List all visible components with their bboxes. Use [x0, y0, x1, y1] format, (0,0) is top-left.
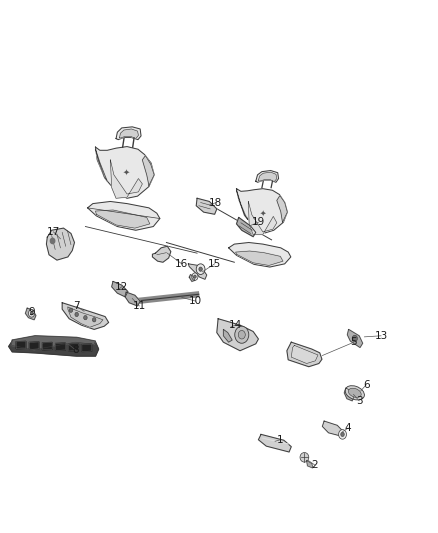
Circle shape [75, 312, 78, 317]
Circle shape [196, 264, 205, 274]
Ellipse shape [345, 386, 364, 400]
Text: 9: 9 [28, 307, 35, 317]
Text: 3: 3 [356, 396, 363, 406]
Circle shape [30, 312, 33, 315]
Text: 6: 6 [363, 380, 370, 390]
Polygon shape [237, 189, 287, 233]
Polygon shape [347, 329, 363, 348]
Text: 10: 10 [189, 296, 202, 306]
Polygon shape [248, 201, 277, 235]
Polygon shape [25, 308, 36, 320]
Polygon shape [88, 201, 160, 230]
Polygon shape [125, 292, 140, 306]
Polygon shape [217, 319, 258, 351]
Text: 2: 2 [311, 460, 318, 470]
Circle shape [238, 330, 245, 339]
Text: 12: 12 [115, 282, 128, 292]
Text: ✦: ✦ [260, 209, 266, 217]
Polygon shape [120, 129, 138, 139]
Text: 8: 8 [72, 345, 79, 355]
Text: 19: 19 [252, 217, 265, 227]
Polygon shape [229, 243, 291, 267]
Polygon shape [62, 303, 109, 329]
Polygon shape [258, 434, 291, 452]
Polygon shape [110, 160, 142, 198]
Text: 15: 15 [208, 259, 221, 269]
Circle shape [69, 308, 73, 312]
Circle shape [192, 273, 198, 280]
Circle shape [92, 318, 96, 322]
Polygon shape [42, 343, 52, 350]
Polygon shape [287, 342, 322, 367]
Polygon shape [112, 281, 128, 297]
Polygon shape [322, 421, 343, 436]
Circle shape [339, 430, 346, 439]
Circle shape [199, 267, 202, 271]
Circle shape [352, 335, 357, 342]
Text: ✦: ✦ [122, 167, 129, 176]
Circle shape [341, 432, 344, 437]
Circle shape [50, 238, 55, 244]
Polygon shape [69, 344, 78, 351]
Polygon shape [189, 274, 195, 281]
Polygon shape [277, 196, 287, 222]
Polygon shape [236, 251, 283, 265]
Polygon shape [223, 329, 232, 342]
Text: 5: 5 [350, 337, 357, 347]
Polygon shape [11, 336, 95, 350]
Text: 18: 18 [209, 198, 223, 207]
Text: 16: 16 [175, 259, 188, 269]
Polygon shape [95, 147, 154, 198]
Circle shape [84, 316, 87, 320]
Polygon shape [95, 210, 150, 228]
Polygon shape [82, 344, 92, 352]
Text: 17: 17 [47, 227, 60, 237]
Polygon shape [237, 190, 248, 220]
Polygon shape [56, 343, 65, 351]
Text: 7: 7 [73, 302, 80, 311]
Polygon shape [188, 264, 207, 279]
Polygon shape [142, 156, 154, 185]
Polygon shape [291, 345, 318, 364]
Polygon shape [29, 342, 39, 350]
Text: 11: 11 [133, 301, 146, 311]
Polygon shape [344, 388, 354, 401]
Polygon shape [258, 172, 277, 182]
Polygon shape [237, 217, 256, 237]
Circle shape [235, 326, 249, 343]
Polygon shape [16, 342, 26, 349]
Circle shape [28, 310, 35, 317]
Polygon shape [68, 307, 103, 327]
Polygon shape [307, 461, 313, 468]
Polygon shape [116, 127, 141, 140]
Ellipse shape [348, 388, 361, 398]
Text: 13: 13 [374, 331, 388, 341]
Polygon shape [196, 198, 217, 214]
Text: 1: 1 [277, 435, 284, 445]
Polygon shape [256, 171, 279, 182]
Text: 14: 14 [229, 320, 242, 330]
Circle shape [194, 275, 196, 278]
Polygon shape [9, 337, 99, 356]
Ellipse shape [300, 453, 309, 462]
Polygon shape [152, 246, 171, 262]
Polygon shape [95, 149, 107, 181]
Polygon shape [46, 228, 74, 260]
Text: 4: 4 [345, 423, 352, 433]
